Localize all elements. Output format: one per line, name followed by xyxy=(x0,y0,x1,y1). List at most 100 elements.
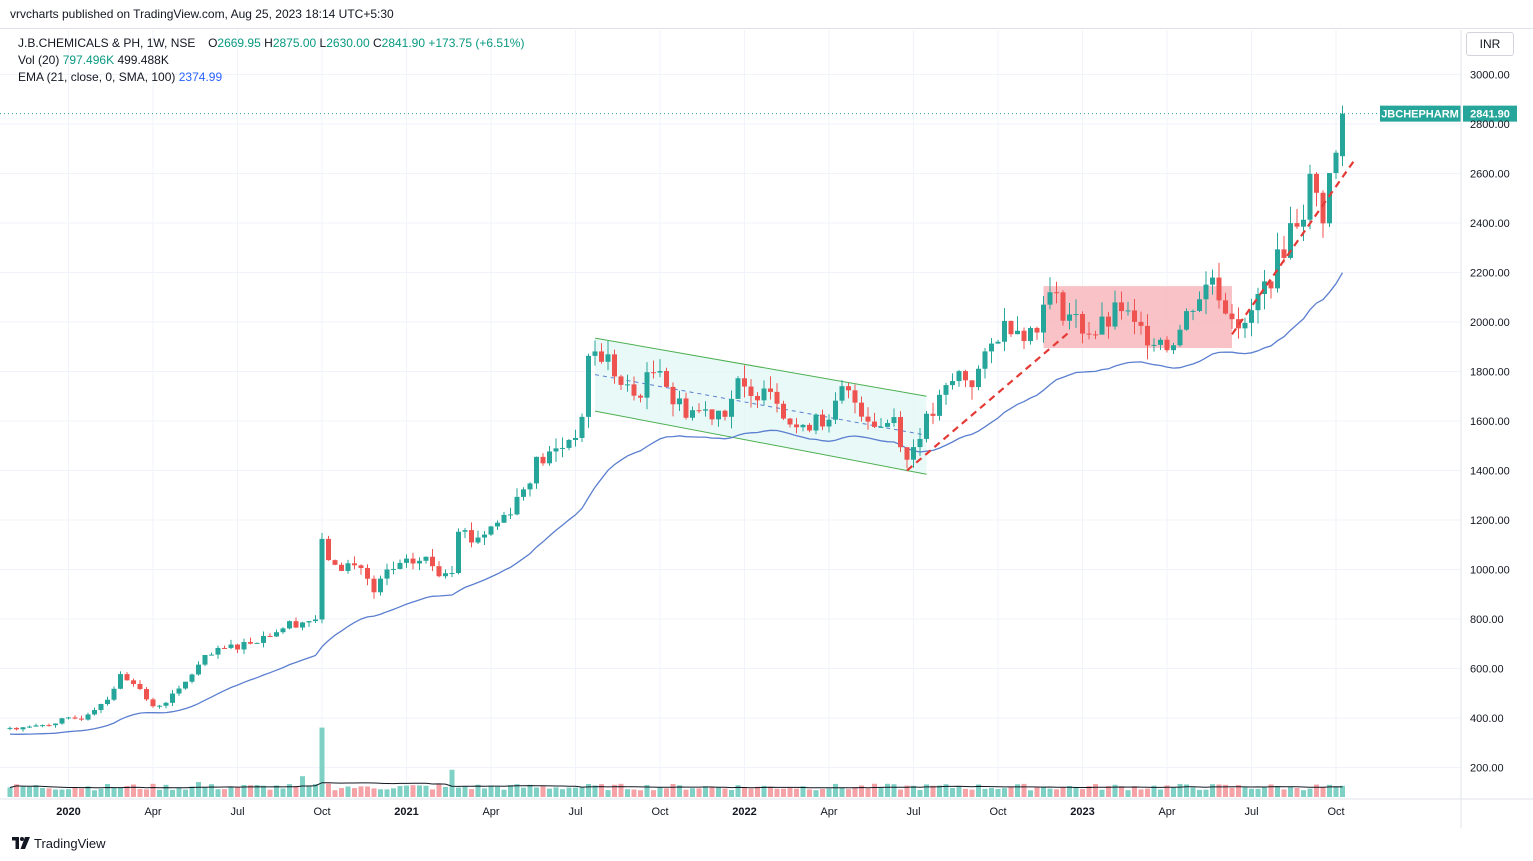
volume-bar xyxy=(449,769,455,797)
symbol-tag-bg xyxy=(1380,105,1461,122)
volume-bar xyxy=(657,787,663,797)
candle-body xyxy=(1164,339,1170,351)
volume-bar xyxy=(1236,785,1241,797)
candle-body xyxy=(176,688,182,694)
candle xyxy=(781,400,786,421)
volume-bar xyxy=(943,784,949,797)
volume-bar xyxy=(105,784,110,797)
volume-bar xyxy=(592,785,598,797)
candle xyxy=(651,360,656,379)
candle-body xyxy=(59,718,65,724)
volume-bar xyxy=(514,784,520,797)
candle-body xyxy=(92,709,97,715)
y-tick-label: 600.00 xyxy=(1470,664,1504,676)
candle-body xyxy=(202,654,208,665)
volume-bar xyxy=(241,784,247,797)
volume-bar xyxy=(423,785,429,797)
volume-bar xyxy=(891,784,897,797)
volume-bar xyxy=(1132,786,1137,797)
volume-bar xyxy=(716,787,721,797)
candle-body xyxy=(898,417,903,448)
candle-body xyxy=(872,421,877,427)
volume-bar xyxy=(794,788,799,797)
candle-body xyxy=(820,414,825,427)
candle xyxy=(1333,150,1339,180)
candle-body xyxy=(1327,173,1332,224)
candle xyxy=(378,575,383,596)
volume-bar xyxy=(261,785,266,797)
candle-body xyxy=(1080,314,1085,334)
x-tick-label: Jul xyxy=(1244,806,1258,818)
volume-bar xyxy=(722,788,728,797)
volume-bar xyxy=(1164,785,1170,797)
candle xyxy=(579,413,585,442)
volume-ma-value: 499.488K xyxy=(117,53,169,67)
currency-selector[interactable]: INR xyxy=(1466,32,1514,56)
y-tick-label: 1800.00 xyxy=(1470,367,1510,379)
candle xyxy=(196,661,201,676)
candle xyxy=(1223,292,1228,315)
candle-body xyxy=(891,417,897,424)
candle xyxy=(345,559,351,574)
candle xyxy=(1047,277,1053,310)
candle-body xyxy=(183,681,188,689)
low-label: L xyxy=(319,36,327,50)
candle-body xyxy=(1229,313,1235,320)
candle-body xyxy=(1047,292,1053,305)
candle-body xyxy=(118,674,123,689)
volume-bar xyxy=(807,789,812,797)
volume-bar xyxy=(469,789,474,797)
volume-bar xyxy=(157,789,162,797)
candle xyxy=(404,554,409,568)
footer: TradingView xyxy=(0,828,1533,861)
candle xyxy=(586,353,591,428)
candle xyxy=(742,365,747,398)
volume-bar xyxy=(995,789,1001,797)
candle-body xyxy=(761,388,767,401)
candle-body xyxy=(72,717,78,719)
candle-body xyxy=(287,621,292,629)
candle-body xyxy=(66,717,71,719)
x-tick-label: Apr xyxy=(1158,806,1175,818)
volume-bar xyxy=(1223,784,1228,797)
candle xyxy=(137,680,143,691)
x-tick-label: 2022 xyxy=(732,806,756,818)
volume-bar xyxy=(267,789,273,797)
candle-body xyxy=(131,680,136,684)
volume-bar xyxy=(352,788,357,797)
candle xyxy=(261,631,266,648)
candle xyxy=(280,627,286,634)
volume-bar xyxy=(904,785,910,797)
volume-bar xyxy=(397,786,403,797)
candle xyxy=(501,511,507,523)
volume-ma-line xyxy=(9,782,1343,789)
candle xyxy=(482,531,487,546)
candle xyxy=(657,359,663,378)
volume-bar xyxy=(703,786,708,797)
candle xyxy=(215,645,221,659)
y-tick-label: 2000.00 xyxy=(1470,317,1510,329)
candle xyxy=(1320,190,1326,238)
candle xyxy=(241,638,247,654)
x-tick-label: 2023 xyxy=(1070,806,1094,818)
candle xyxy=(176,685,182,696)
candle-body xyxy=(703,409,708,411)
candle-body xyxy=(930,413,936,416)
channel-fill xyxy=(595,338,927,475)
candle-body xyxy=(605,354,611,362)
candle xyxy=(963,369,968,388)
candle xyxy=(1021,327,1027,350)
candle xyxy=(599,343,604,364)
candle-body xyxy=(1255,294,1261,311)
candle xyxy=(170,689,175,706)
y-tick-label: 2800.00 xyxy=(1470,119,1510,131)
candle-body xyxy=(1073,314,1079,316)
candle-body xyxy=(27,726,32,728)
candle-body xyxy=(1171,345,1176,351)
candle xyxy=(527,482,533,497)
volume-bar xyxy=(839,787,845,797)
volume-bar xyxy=(742,787,747,797)
volume-bar xyxy=(800,786,806,797)
y-tick-label: 800.00 xyxy=(1470,614,1504,626)
